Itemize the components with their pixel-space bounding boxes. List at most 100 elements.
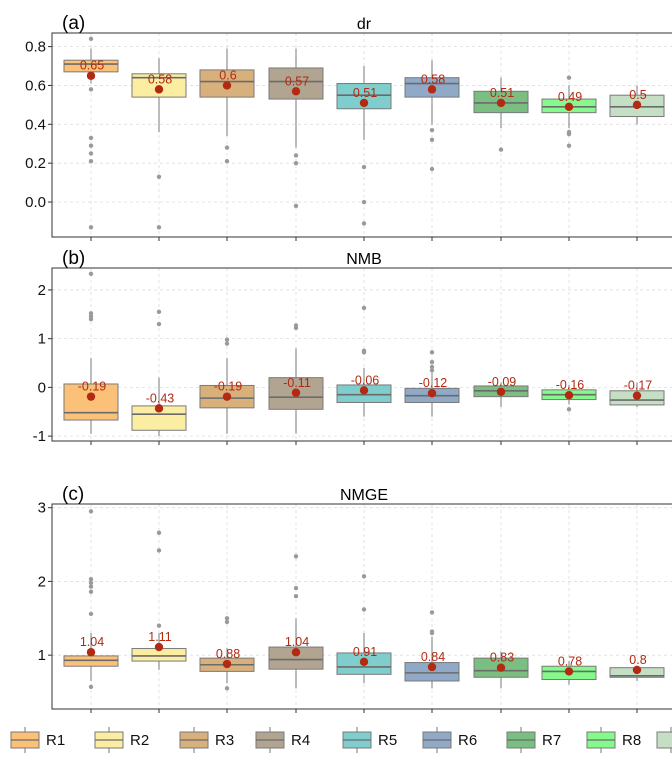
y-tick-label: 0.8 xyxy=(25,39,46,56)
outlier-point xyxy=(88,509,94,514)
mean-point xyxy=(154,642,164,652)
box-R1: 1.04 xyxy=(63,509,119,690)
outlier-point xyxy=(88,143,94,148)
legend-item-R6: R6 xyxy=(422,727,477,753)
mean-point xyxy=(427,85,437,94)
mean-point xyxy=(291,388,301,397)
mean-point xyxy=(564,390,574,400)
panel-letter: (b) xyxy=(62,248,85,269)
mean-point xyxy=(427,389,437,398)
outlier-point xyxy=(361,164,367,170)
mean-point xyxy=(632,391,642,400)
outlier-point xyxy=(293,203,299,209)
outlier-point xyxy=(88,611,94,617)
outlier-point xyxy=(361,607,367,612)
outlier-point xyxy=(224,337,230,342)
mean-label: -0.09 xyxy=(488,375,517,389)
box-R8: 0.49 xyxy=(541,75,597,148)
mean-label: 0.78 xyxy=(558,654,582,668)
outlier-point xyxy=(224,341,230,346)
mean-point xyxy=(222,392,232,401)
panel-1: 0.0 0.2 0.4 0.6 0.8 (a) dr 0.65 0.58 0.6 0.57 0.51 0… xyxy=(25,13,672,241)
box-R3: -0.19 xyxy=(199,337,255,434)
mean-label: 0.58 xyxy=(148,72,172,86)
mean-label: 1.04 xyxy=(80,635,104,649)
mean-label: -0.16 xyxy=(556,378,585,392)
outlier-point xyxy=(88,87,94,92)
mean-label: 0.58 xyxy=(421,72,445,86)
outlier-point xyxy=(88,151,94,156)
box-R9: -0.17 xyxy=(609,379,665,407)
box-R5: -0.06 xyxy=(336,305,392,417)
box-iqr xyxy=(404,662,460,682)
outlier-point xyxy=(88,577,94,582)
mean-label: -0.43 xyxy=(146,391,175,405)
plot-frame xyxy=(51,267,672,442)
mean-point xyxy=(154,404,164,413)
mean-label: -0.19 xyxy=(78,380,107,394)
legend-item-R4: R4 xyxy=(255,727,310,753)
mean-point xyxy=(86,71,96,80)
outlier-point xyxy=(566,131,572,137)
outlier-point xyxy=(429,359,435,365)
box-R8: -0.16 xyxy=(541,378,597,412)
outlier-point xyxy=(88,159,94,164)
outlier-point xyxy=(156,623,162,628)
mean-label: 0.5 xyxy=(629,88,646,102)
panel-letter: (c) xyxy=(62,484,84,505)
outlier-point xyxy=(429,166,435,172)
mean-label: 1.11 xyxy=(148,630,171,644)
box-R2: -0.43 xyxy=(131,309,187,437)
mean-point xyxy=(291,648,301,657)
mean-point xyxy=(427,662,437,672)
mean-label: -0.11 xyxy=(283,376,311,390)
box-R3: 0.88 xyxy=(199,616,255,691)
outlier-point xyxy=(88,589,94,594)
box-R4: 1.04 xyxy=(268,554,324,689)
mean-point xyxy=(154,85,164,94)
mean-label: -0.12 xyxy=(419,376,448,390)
outlier-point xyxy=(566,143,572,148)
panel-title: dr xyxy=(357,16,372,33)
panel-3: 1 2 3 (c) NMGE 1.04 1.11 0.88 1.04 0.91 0.84 0.83 0.… xyxy=(38,484,672,713)
mean-label: 0.91 xyxy=(353,645,377,659)
outlier-point xyxy=(293,585,299,591)
box-R3: 0.6 xyxy=(199,48,255,164)
box-iqr xyxy=(63,383,119,421)
box-R5: 0.91 xyxy=(336,574,392,684)
mean-point xyxy=(222,81,232,90)
mean-label: 0.84 xyxy=(421,650,445,664)
mean-point xyxy=(359,386,369,395)
outlier-point xyxy=(156,321,162,327)
legend-item-R8: R8 xyxy=(586,727,641,753)
outlier-point xyxy=(361,199,367,205)
y-tick-label: 2 xyxy=(38,573,46,590)
outlier-point xyxy=(293,554,299,559)
y-tick-label: 0.0 xyxy=(25,194,46,211)
box-R7: -0.09 xyxy=(473,375,529,407)
box-R1: 0.65 xyxy=(63,36,119,230)
legend-label: R5 xyxy=(378,732,397,749)
legend-item-R1: R1 xyxy=(10,727,65,753)
outlier-point xyxy=(566,75,572,80)
outlier-point xyxy=(224,619,230,625)
box-R6: -0.12 xyxy=(404,350,460,417)
outlier-point xyxy=(156,548,162,553)
mean-label: 0.57 xyxy=(285,74,309,88)
box-R2: 0.58 xyxy=(131,58,187,230)
mean-label: 1.04 xyxy=(285,635,309,649)
outlier-point xyxy=(88,225,94,230)
outlier-point xyxy=(361,350,367,355)
mean-point xyxy=(496,663,506,672)
legend-label: R7 xyxy=(542,732,561,749)
mean-label: 0.51 xyxy=(353,86,377,100)
outlier-point xyxy=(361,305,367,311)
box-R4: -0.11 xyxy=(268,323,324,434)
mean-label: -0.06 xyxy=(351,373,380,387)
y-tick-label: 2 xyxy=(38,282,46,299)
legend-label: R8 xyxy=(622,732,641,749)
outlier-point xyxy=(224,145,230,150)
y-tick-label: 0.4 xyxy=(25,116,46,133)
box-R6: 0.84 xyxy=(404,610,460,689)
mean-label: 0.65 xyxy=(80,59,104,73)
